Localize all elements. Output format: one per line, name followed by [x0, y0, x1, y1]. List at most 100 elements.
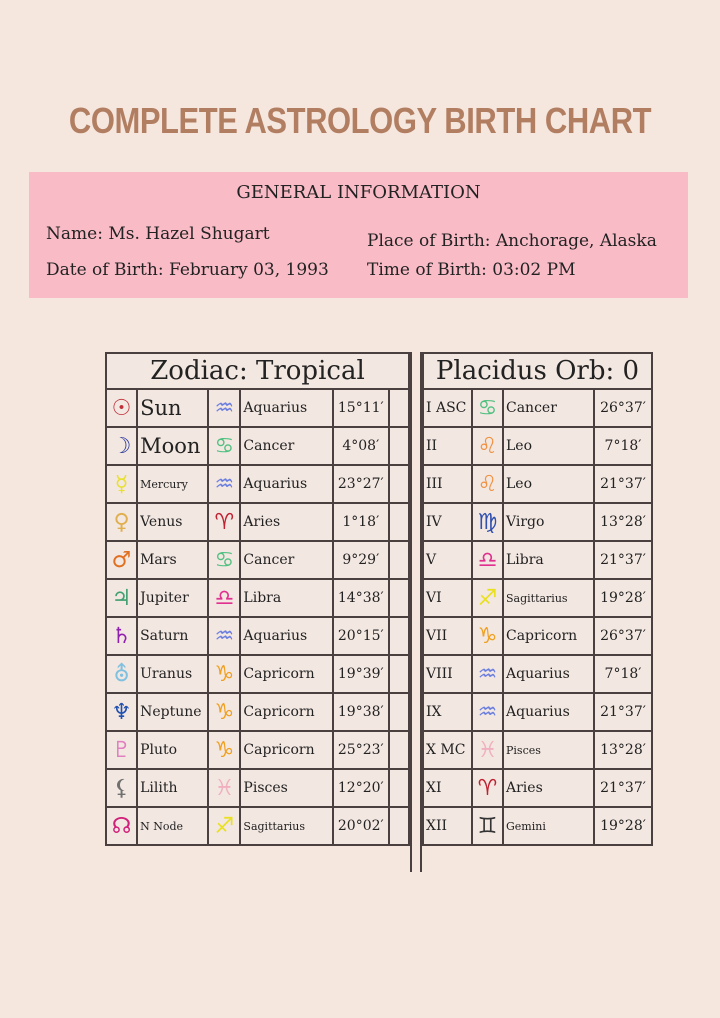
sign-name: Virgo — [502, 502, 595, 542]
sign-glyph-icon: ♓︎ — [207, 768, 242, 808]
sign-name: Libra — [502, 540, 595, 580]
pob-field: Place of Birth: Anchorage, Alaska — [367, 231, 657, 251]
planet-name: N Node — [136, 806, 210, 846]
table-row: ♃︎ Jupiter ♎︎ Libra 14°38′ — [104, 578, 411, 618]
planet-name: Uranus — [136, 654, 210, 694]
table-row: IV ♍︎ Virgo 13°28′ — [422, 502, 653, 542]
degree: 20°02′ — [331, 806, 390, 846]
sign-glyph-icon: ♈︎ — [207, 502, 242, 542]
page-title: COMPLETE ASTROLOGY BIRTH CHART — [68, 100, 652, 141]
empty-cell — [387, 464, 411, 504]
degree: 26°37′ — [593, 616, 653, 656]
empty-cell — [387, 540, 411, 580]
table-row: VII ♑︎ Capricorn 26°37′ — [422, 616, 653, 656]
sign-glyph-icon: ♑︎ — [207, 692, 242, 732]
general-information-heading: GENERAL INFORMATION — [236, 182, 481, 203]
sign-glyph-icon: ♑︎ — [207, 654, 242, 694]
table-row: XI ♈︎ Aries 21°37′ — [422, 768, 653, 808]
sign-name: Sagittarius — [239, 806, 334, 846]
degree: 1°18′ — [331, 502, 390, 542]
planet-name: Jupiter — [136, 578, 210, 618]
sign-name: Aries — [502, 768, 595, 808]
planet-name: Moon — [136, 426, 210, 466]
degree: 13°28′ — [593, 502, 653, 542]
planet-glyph-icon: ♀︎ — [104, 502, 139, 542]
planets-table: Zodiac: Tropical ☉︎ Sun ♒︎ Aquarius 15°11′ ☽︎… — [104, 352, 411, 846]
planet-name: Saturn — [136, 616, 210, 656]
sign-name: Libra — [239, 578, 334, 618]
degree: 25°23′ — [331, 730, 390, 770]
sign-name: Capricorn — [239, 730, 334, 770]
sign-name: Aries — [239, 502, 334, 542]
table-row: ♆︎ Neptune ♑︎ Capricorn 19°38′ — [104, 692, 411, 732]
empty-cell — [387, 692, 411, 732]
planet-glyph-icon: ♆︎ — [104, 692, 139, 732]
table-row: ☿︎ Mercury ♒︎ Aquarius 23°27′ — [104, 464, 411, 504]
sign-name: Gemini — [502, 806, 595, 846]
sign-glyph-icon: ♎︎ — [471, 540, 504, 580]
sign-name: Aquarius — [239, 464, 334, 504]
degree: 23°27′ — [331, 464, 390, 504]
house-number: IX — [422, 692, 473, 732]
degree: 21°37′ — [593, 540, 653, 580]
table-row: ⛢︎ Uranus ♑︎ Capricorn 19°39′ — [104, 654, 411, 694]
placidus-header: Placidus Orb: 0 — [422, 352, 653, 390]
sign-name: Capricorn — [502, 616, 595, 656]
house-number: I ASC — [422, 388, 473, 428]
sign-glyph-icon: ♑︎ — [471, 616, 504, 656]
degree: 12°20′ — [331, 768, 390, 808]
table-row: ☊︎ N Node ♐︎ Sagittarius 20°02′ — [104, 806, 411, 846]
general-information-panel: GENERAL INFORMATION Name: Ms. Hazel Shug… — [29, 172, 688, 298]
planet-glyph-icon: ♂︎ — [104, 540, 139, 580]
sign-name: Pisces — [502, 730, 595, 770]
sign-glyph-icon: ♌︎ — [471, 464, 504, 504]
degree: 4°08′ — [331, 426, 390, 466]
empty-cell — [387, 388, 411, 428]
house-number: II — [422, 426, 473, 466]
house-number: IV — [422, 502, 473, 542]
planet-glyph-icon: ☽︎ — [104, 426, 139, 466]
sign-name: Sagittarius — [502, 578, 595, 618]
sign-glyph-icon: ♒︎ — [207, 616, 242, 656]
planet-name: Neptune — [136, 692, 210, 732]
sign-glyph-icon: ♊︎ — [471, 806, 504, 846]
empty-cell — [387, 426, 411, 466]
degree: 19°28′ — [593, 806, 653, 846]
sign-glyph-icon: ♋︎ — [207, 540, 242, 580]
house-number: X MC — [422, 730, 473, 770]
planet-name: Sun — [136, 388, 210, 428]
degree: 20°15′ — [331, 616, 390, 656]
empty-cell — [387, 502, 411, 542]
planet-glyph-icon: ☿︎ — [104, 464, 139, 504]
sign-name: Aquarius — [239, 616, 334, 656]
house-number: XI — [422, 768, 473, 808]
planet-glyph-icon: ♃︎ — [104, 578, 139, 618]
table-row: I ASC ♋︎ Cancer 26°37′ — [422, 388, 653, 428]
sign-glyph-icon: ♐︎ — [471, 578, 504, 618]
table-row: IX ♒︎ Aquarius 21°37′ — [422, 692, 653, 732]
planet-glyph-icon: ♇︎ — [104, 730, 139, 770]
degree: 19°38′ — [331, 692, 390, 732]
sign-glyph-icon: ♋︎ — [471, 388, 504, 428]
degree: 21°37′ — [593, 768, 653, 808]
degree: 19°39′ — [331, 654, 390, 694]
empty-cell — [387, 654, 411, 694]
sign-glyph-icon: ♋︎ — [207, 426, 242, 466]
house-number: VI — [422, 578, 473, 618]
degree: 21°37′ — [593, 692, 653, 732]
table-row: ♇︎ Pluto ♑︎ Capricorn 25°23′ — [104, 730, 411, 770]
empty-cell — [387, 768, 411, 808]
house-number: XII — [422, 806, 473, 846]
degree: 14°38′ — [331, 578, 390, 618]
house-number: V — [422, 540, 473, 580]
house-number: III — [422, 464, 473, 504]
zodiac-header: Zodiac: Tropical — [105, 352, 410, 390]
sign-name: Cancer — [239, 426, 334, 466]
sign-glyph-icon: ♒︎ — [471, 654, 504, 694]
degree: 21°37′ — [593, 464, 653, 504]
tob-field: Time of Birth: 03:02 PM — [367, 260, 576, 280]
planet-name: Lilith — [136, 768, 210, 808]
table-row: III ♌︎ Leo 21°37′ — [422, 464, 653, 504]
planet-glyph-icon: ☊︎ — [104, 806, 139, 846]
planet-name: Mars — [136, 540, 210, 580]
